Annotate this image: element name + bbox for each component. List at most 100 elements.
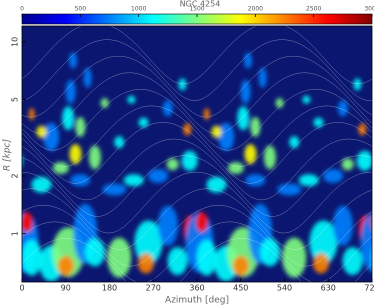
emission-blob: [62, 106, 75, 131]
emission-blob: [43, 122, 60, 151]
y-tick-label: 5: [11, 97, 20, 102]
emission-blob: [123, 174, 144, 187]
plot-area: [0, 26, 372, 282]
emission-blob: [282, 237, 307, 278]
contour-line: [22, 188, 372, 250]
emission-blob: [57, 255, 74, 276]
contour-line: [22, 238, 372, 282]
contour-line: [22, 26, 372, 85]
emission-blob: [69, 52, 78, 69]
contour-line: [22, 138, 372, 201]
emission-blob: [302, 95, 311, 104]
x-tick-label: 630: [321, 284, 336, 293]
emission-blob: [36, 125, 47, 138]
emission-blob: [206, 176, 227, 193]
emission-blob: [52, 162, 69, 175]
emission-blob: [65, 79, 76, 104]
emission-blob: [3, 78, 11, 90]
y-axis-label: R [kpc]: [3, 139, 13, 171]
emission-blob: [240, 79, 251, 104]
emission-blob: [258, 67, 267, 88]
contour-line: [22, 155, 372, 217]
emission-blob: [134, 220, 163, 265]
emission-blob: [211, 125, 222, 138]
emission-blob: [157, 205, 178, 246]
emission-blob: [138, 117, 149, 128]
emission-blob: [227, 162, 244, 175]
emission-blob: [232, 255, 249, 276]
emission-blob: [28, 108, 35, 121]
emission-blob: [75, 116, 86, 137]
emission-blob: [178, 78, 187, 91]
colorbar-tick-label: 1500: [189, 6, 204, 13]
colorbar-tick-label: 1000: [131, 6, 146, 13]
emission-blob: [69, 144, 82, 165]
x-tick-label: 90: [61, 284, 71, 293]
contour-line: [22, 89, 372, 151]
emission-blob: [298, 174, 319, 187]
emission-blob: [70, 174, 91, 187]
colorbar-tick-label: 500: [75, 6, 87, 13]
x-tick-label: 180: [102, 284, 117, 293]
emission-blob: [166, 158, 179, 171]
emission-blob: [342, 247, 363, 276]
emission-layer: [0, 52, 372, 282]
emission-blob: [114, 136, 125, 149]
emission-blob: [353, 78, 362, 91]
x-tick-label: 450: [233, 284, 248, 293]
emission-blob: [162, 100, 173, 117]
emission-blob: [183, 123, 192, 136]
emission-blob: [195, 212, 208, 233]
chart-title: NGC 4254: [180, 0, 221, 9]
emission-blob: [203, 108, 210, 121]
emission-blob: [323, 168, 344, 183]
emission-blob: [196, 239, 217, 276]
contour-line: [22, 72, 372, 134]
emission-blob: [218, 122, 235, 151]
y-tick-label: 2: [11, 173, 20, 178]
emission-blob: [100, 98, 109, 109]
emission-blob: [83, 67, 92, 88]
emission-blob: [360, 212, 372, 273]
colorbar-tick-label: 2000: [248, 6, 263, 13]
contour-line: [22, 122, 372, 184]
colorbar-tick-label: 0: [20, 6, 24, 13]
x-axis-label: Azimuth [deg]: [165, 296, 229, 306]
contour-line: [22, 205, 372, 267]
emission-blob: [8, 123, 16, 135]
emission-blob: [332, 205, 353, 246]
contour-line: [22, 55, 372, 118]
emission-blob: [0, 206, 3, 246]
emission-blob: [259, 238, 280, 267]
emission-blob: [250, 116, 261, 137]
emission-blob: [107, 237, 132, 278]
x-tick-label: 270: [146, 284, 161, 293]
colorbar-tick-label: 2500: [306, 6, 321, 13]
emission-blob: [137, 253, 154, 274]
x-tick-label: 360: [189, 284, 204, 293]
x-tick-label: 720: [364, 284, 374, 293]
y-tick-label: 10: [11, 37, 20, 47]
emission-blob: [356, 150, 372, 171]
emission-blob: [309, 220, 338, 265]
x-tick-label: 540: [277, 284, 292, 293]
emission-blob: [22, 239, 42, 276]
emission-blob: [245, 174, 266, 187]
emission-blob: [127, 95, 136, 104]
emission-blob: [341, 158, 354, 171]
emission-blob: [244, 144, 257, 165]
emission-blob: [31, 176, 52, 193]
emission-blob: [312, 253, 329, 274]
contour-line: [22, 105, 372, 168]
emission-blob: [181, 150, 198, 171]
emission-blob: [88, 145, 101, 170]
emission-blob: [84, 238, 105, 267]
y-tick-label: 1: [11, 231, 20, 236]
emission-blob: [237, 106, 250, 131]
emission-blob: [9, 216, 21, 244]
emission-blob: [0, 247, 13, 275]
emission-blob: [275, 98, 284, 109]
emission-blob: [148, 168, 169, 183]
